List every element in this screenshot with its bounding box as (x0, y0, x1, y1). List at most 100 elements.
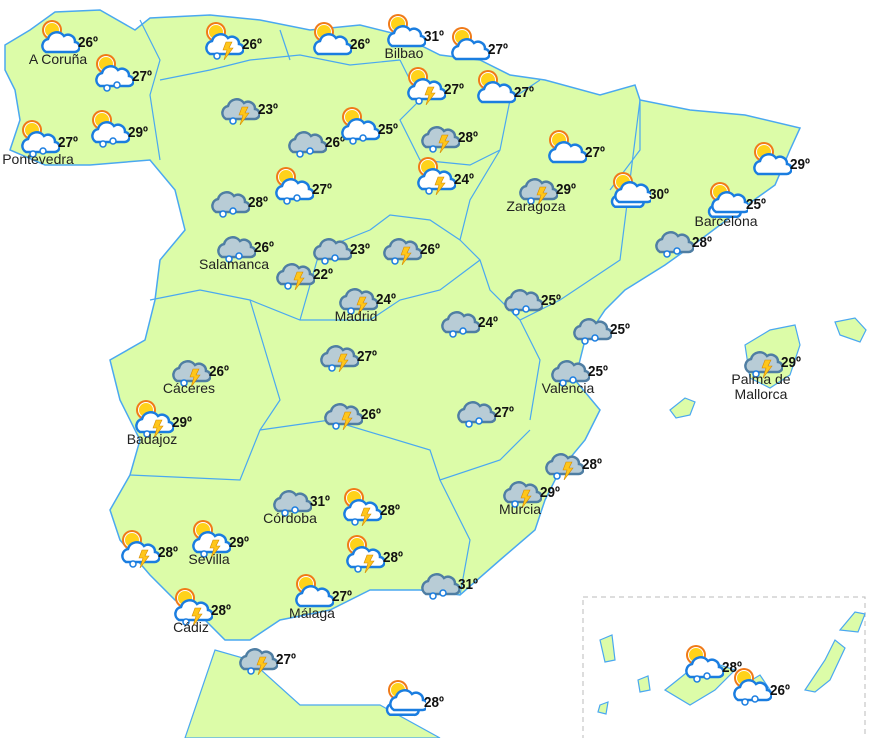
temperature-label: 29º (128, 124, 148, 141)
cloud-storm-icon (339, 288, 378, 315)
temperature-label: 29º (790, 156, 810, 173)
temperature-label: 28º (582, 456, 602, 473)
temperature-label: 31º (424, 28, 444, 45)
cloud-storm-icon (221, 98, 260, 125)
sun-cloud-icon (41, 20, 80, 54)
cloud-storm-icon (545, 453, 584, 480)
temperature-label: 27º (514, 84, 534, 101)
temperature-label: 26º (420, 241, 440, 258)
cloud-rain-icon (573, 318, 612, 345)
temperature-label: 28º (158, 544, 178, 561)
cloud-rain-icon (504, 289, 543, 316)
sun-cloud-storm-icon (174, 588, 213, 626)
temperature-label: 26º (254, 239, 274, 256)
sun-cloud-storm-icon (346, 535, 385, 573)
sun-cloud-icon (753, 142, 792, 176)
cloud-storm-icon (276, 263, 315, 290)
temperature-label: 26º (770, 682, 790, 699)
city-label: Málaga (289, 605, 335, 621)
temperature-label: 26º (209, 363, 229, 380)
cloud-storm-icon (421, 126, 460, 153)
city-label: Murcia (498, 501, 542, 517)
sun-cloud-icon (387, 14, 426, 48)
cloud-rain-icon (211, 191, 250, 218)
cloud-storm-icon (744, 351, 783, 378)
sun-cloud-rain-icon (91, 110, 130, 148)
sun-clouds-icon (610, 172, 651, 209)
sun-cloud-icon (295, 574, 334, 608)
cloud-storm-icon (239, 648, 278, 675)
sun-clouds-icon (385, 680, 426, 717)
cloud-rain-icon (441, 311, 480, 338)
city-label: Bilbao (384, 45, 424, 61)
sun-cloud-storm-icon (343, 488, 382, 526)
sun-cloud-storm-icon (135, 400, 174, 438)
city-label: Pontevedra (2, 151, 74, 167)
city-label: Barcelona (694, 213, 758, 229)
temperature-label: 28º (424, 694, 444, 711)
cloud-rain-icon (288, 131, 327, 158)
temperature-label: 27º (312, 181, 332, 198)
temperature-label: 28º (458, 129, 478, 146)
sun-cloud-icon (313, 22, 352, 56)
city-label: Cádiz (173, 619, 209, 635)
cloud-storm-icon (172, 360, 211, 387)
temperature-label: 27º (488, 41, 508, 58)
sun-cloud-icon (477, 70, 516, 104)
temperature-label: 25º (588, 363, 608, 380)
cloud-storm-icon (324, 403, 363, 430)
temperature-label: 23º (258, 101, 278, 118)
sun-cloud-rain-icon (685, 645, 724, 683)
temperature-label: 27º (332, 588, 352, 605)
city-label: Córdoba (263, 510, 317, 526)
temperature-label: 25º (610, 321, 630, 338)
temperature-label: 28º (211, 602, 231, 619)
temperature-label: 26º (361, 406, 381, 423)
city-label: A Coruña (28, 51, 88, 67)
cloud-rain-icon (273, 490, 312, 517)
temperature-label: 25º (378, 121, 398, 138)
temperature-label: 27º (58, 134, 78, 151)
temperature-label: 27º (494, 404, 514, 421)
temperature-label: 27º (276, 651, 296, 668)
city-label: Valencia (541, 380, 595, 396)
temperature-label: 28º (692, 234, 712, 251)
sun-cloud-storm-icon (192, 520, 231, 558)
city-label: Palma de Mallorca (731, 371, 791, 402)
sun-cloud-rain-icon (275, 167, 314, 205)
city-label: Salamanca (198, 256, 270, 272)
temperature-label: 31º (458, 576, 478, 593)
temperature-label: 29º (781, 354, 801, 371)
sun-cloud-rain-icon (21, 120, 60, 158)
menorca-land (834, 317, 867, 343)
sun-cloud-rain-icon (733, 668, 772, 706)
temperature-label: 23º (350, 241, 370, 258)
temperature-label: 30º (649, 186, 669, 203)
temperature-label: 24º (478, 314, 498, 331)
city-label: Zaragoza (506, 198, 566, 214)
cloud-storm-icon (503, 481, 542, 508)
temperature-label: 27º (357, 348, 377, 365)
cloud-storm-icon (383, 238, 422, 265)
temperature-label: 29º (556, 181, 576, 198)
sun-cloud-icon (451, 27, 490, 61)
temperature-label: 25º (541, 292, 561, 309)
temperature-label: 26º (350, 36, 370, 53)
temperature-label: 22º (313, 266, 333, 283)
temperature-label: 28º (380, 502, 400, 519)
city-label: Sevilla (188, 551, 230, 567)
temperature-label: 24º (454, 171, 474, 188)
sun-cloud-storm-icon (205, 22, 244, 60)
cloud-rain-icon (655, 231, 694, 258)
sun-clouds-icon (707, 182, 748, 219)
sun-cloud-icon (548, 130, 587, 164)
sun-cloud-storm-icon (417, 157, 456, 195)
sun-cloud-rain-icon (95, 54, 134, 92)
temperature-label: 29º (229, 534, 249, 551)
ibiza-land (669, 397, 696, 419)
city-label: Madrid (334, 308, 378, 324)
sun-cloud-rain-icon (341, 107, 380, 145)
temperature-label: 26º (242, 36, 262, 53)
